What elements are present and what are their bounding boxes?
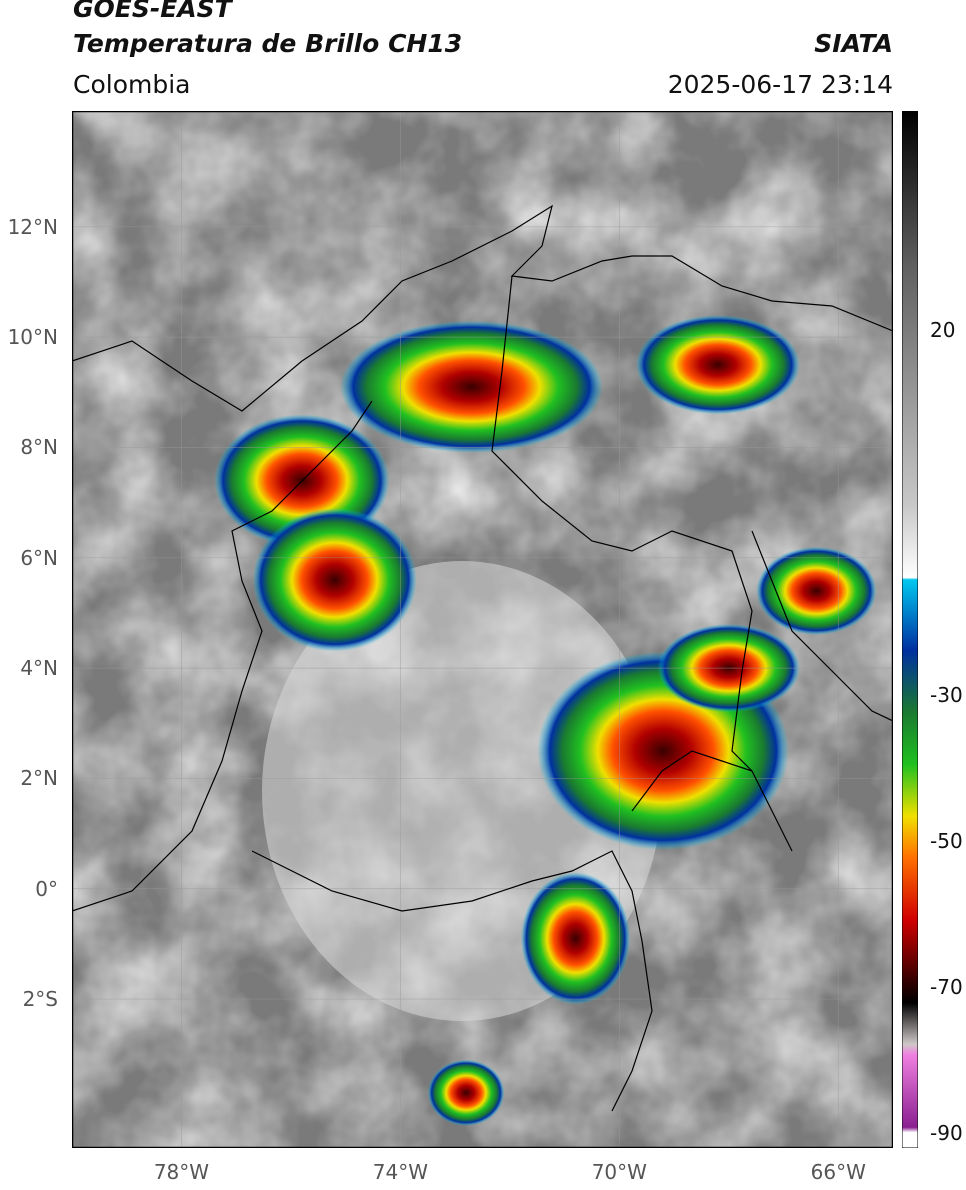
- lat-tick-label: 6°N: [20, 545, 58, 570]
- lon-tick-label: 66°W: [810, 1160, 866, 1184]
- title-product: Temperatura de Brillo CH13: [73, 29, 463, 58]
- lon-tick-label: 74°W: [372, 1160, 428, 1184]
- colorbar-tick-label: 20: [930, 318, 956, 343]
- lon-tick-label: 70°W: [591, 1160, 647, 1184]
- colorbar-tick-label: -70: [930, 975, 963, 1000]
- lat-tick-label: 4°N: [20, 656, 58, 681]
- agency-label: SIATA: [814, 29, 893, 58]
- lat-tick-label: 2°N: [20, 766, 58, 791]
- colorbar: [902, 111, 918, 1148]
- colorbar-tick-label: -50: [930, 829, 963, 854]
- lon-tick-label: 78°W: [153, 1160, 210, 1184]
- region-label: Colombia: [73, 70, 191, 99]
- coastline-pacific: [72, 400, 373, 912]
- storm-venezuela-east: [756, 546, 877, 636]
- storm-antioquia-south: [252, 508, 417, 652]
- coastline-caribbean: [72, 204, 893, 412]
- storm-santander: [340, 320, 603, 453]
- storm-peru-south: [427, 1059, 505, 1126]
- colorbar-tick-label: -30: [930, 683, 963, 708]
- border-colombia-venezuela: [491, 275, 793, 852]
- timestamp-label: 2025-06-17 23:14: [667, 70, 893, 99]
- lat-tick-label: 10°N: [7, 325, 58, 350]
- storm-venezuela-north: [635, 315, 800, 415]
- lat-tick-label: 12°N: [7, 214, 58, 239]
- lat-tick-label: 8°N: [20, 435, 58, 460]
- lat-tick-label: 2°S: [22, 987, 58, 1012]
- storm-amazonas: [520, 872, 631, 1005]
- title-satellite: GOES-EAST: [73, 0, 232, 23]
- border-venezuela-guyana: [751, 530, 893, 722]
- satellite-map: [72, 111, 893, 1148]
- border-colombia-brazil: [631, 750, 753, 812]
- border-colombia-south: [251, 850, 653, 1112]
- colorbar-tick-label: -90: [930, 1121, 963, 1146]
- lat-tick-label: 0°: [35, 876, 58, 901]
- map-frame: [72, 111, 893, 1148]
